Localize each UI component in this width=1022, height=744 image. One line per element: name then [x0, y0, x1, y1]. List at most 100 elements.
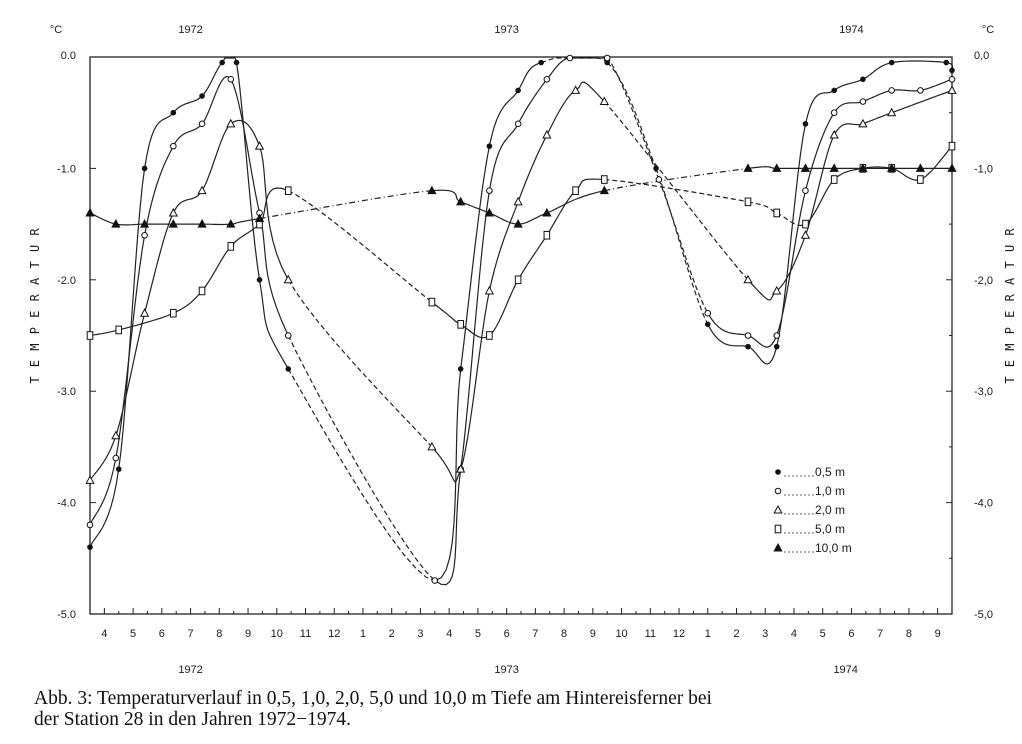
- series-5-point: [599, 185, 609, 195]
- caption-line-2: der Station 28 in den Jahren 1972−1974.: [34, 709, 351, 730]
- series-2-point: [859, 98, 867, 105]
- series-3-point: [197, 185, 207, 195]
- legend-label-1: 0,5 m: [815, 465, 845, 479]
- series-3-point: [139, 308, 150, 317]
- series-2-segment: [488, 123, 519, 191]
- series-5-segment: [518, 212, 548, 225]
- series-1-point: [457, 366, 464, 372]
- series-4-point: [514, 275, 522, 285]
- series-2-segment: [747, 334, 778, 348]
- series-4-segment: [201, 246, 232, 292]
- series-1-segment: [89, 469, 120, 548]
- series-4-point: [486, 331, 493, 340]
- series-5-point: [829, 163, 839, 172]
- series-1-segment: [235, 62, 261, 280]
- y-tick-label-left: -2.0: [57, 275, 76, 287]
- series-5-point: [168, 219, 178, 228]
- series-5-point: [772, 163, 782, 172]
- series-5-point: [542, 207, 552, 217]
- series-3-segment: [460, 290, 490, 470]
- series-2-point: [802, 187, 809, 194]
- series-layer: [89, 56, 954, 586]
- series-1-segment: [172, 95, 203, 114]
- series-4-point: [115, 325, 123, 335]
- series-1-point: [745, 343, 751, 350]
- series-2-point: [198, 120, 206, 128]
- y-tick-label-right: -2,0: [974, 275, 993, 287]
- series-5-segment: [604, 167, 749, 192]
- series-4-point: [802, 219, 809, 229]
- series-3-point: [427, 441, 437, 451]
- x-tick-label: 7: [532, 628, 538, 640]
- series-1-point: [943, 59, 950, 66]
- series-5-segment: [259, 190, 432, 220]
- series-2-segment: [606, 56, 660, 180]
- series-1-segment: [707, 324, 749, 348]
- series-5-segment: [489, 212, 519, 225]
- series-1-point: [538, 59, 544, 66]
- x-tick-label: 9: [935, 628, 941, 640]
- series-3-segment: [862, 112, 892, 125]
- series-4-segment: [460, 323, 490, 339]
- series-3-segment: [115, 313, 146, 436]
- series-3-segment: [144, 212, 174, 314]
- year-label-bottom: 1974: [833, 664, 857, 676]
- x-tick-label: 9: [245, 628, 251, 640]
- series-2-point: [543, 75, 551, 83]
- series-1-segment: [460, 145, 490, 369]
- x-tick-label: 8: [561, 628, 567, 640]
- series-3-point: [772, 285, 782, 295]
- series-5-segment: [115, 223, 145, 226]
- unit-label-right: °C: [982, 24, 994, 36]
- series-4-segment: [604, 178, 749, 203]
- series-2-point: [603, 54, 611, 62]
- series-3-segment: [287, 279, 433, 448]
- series-2-point: [284, 332, 292, 339]
- x-tick-label: 3: [417, 628, 423, 640]
- series-5-segment: [747, 166, 777, 169]
- series-2-segment: [804, 112, 835, 191]
- series-2-point: [514, 120, 522, 128]
- series-2-segment: [707, 312, 749, 337]
- series-3-point: [513, 196, 523, 206]
- series-2-point: [917, 87, 924, 94]
- series-2-segment: [517, 78, 548, 125]
- series-2-point: [486, 187, 493, 194]
- series-1-point: [515, 87, 521, 94]
- y-tick-label-left: 0.0: [61, 50, 76, 62]
- series-2-point: [170, 142, 177, 150]
- series-3-point: [283, 274, 293, 284]
- series-4-point: [543, 230, 551, 240]
- series-4-point: [773, 208, 781, 218]
- series-1-segment: [606, 62, 657, 169]
- x-tick-label: 5: [130, 628, 136, 640]
- series-4-segment: [546, 190, 577, 236]
- year-label-bottom: 1972: [178, 664, 202, 676]
- series-2-segment: [230, 79, 261, 214]
- x-tick-label: 11: [645, 628, 656, 640]
- x-tick-label: 4: [791, 628, 797, 640]
- x-tick-label: 4: [101, 628, 107, 640]
- series-2-segment: [287, 335, 436, 582]
- x-tick-label: 1: [360, 628, 366, 640]
- series-5-point: [427, 185, 437, 195]
- series-3-point: [858, 118, 868, 128]
- series-2-segment: [258, 212, 289, 336]
- series-5-point: [197, 219, 207, 228]
- series-3-segment: [776, 234, 807, 292]
- series-2-point: [744, 332, 752, 339]
- series-3-point: [111, 430, 121, 440]
- series-2-segment: [546, 57, 570, 80]
- series-4-point: [284, 186, 292, 195]
- series-1-segment: [747, 346, 778, 365]
- y-tick-label-right: 0,0: [974, 50, 989, 62]
- y-tick-label-right: -4,0: [974, 498, 993, 510]
- legend-marker-4: [774, 524, 782, 534]
- series-2-point: [655, 176, 663, 183]
- series-4-point: [917, 175, 924, 184]
- y-tick-label-right: -3,0: [974, 386, 993, 398]
- series-3-segment: [833, 123, 864, 136]
- series-4-segment: [862, 166, 892, 169]
- series-3-segment: [431, 446, 462, 483]
- legend-label-2: 1,0 m: [815, 484, 845, 498]
